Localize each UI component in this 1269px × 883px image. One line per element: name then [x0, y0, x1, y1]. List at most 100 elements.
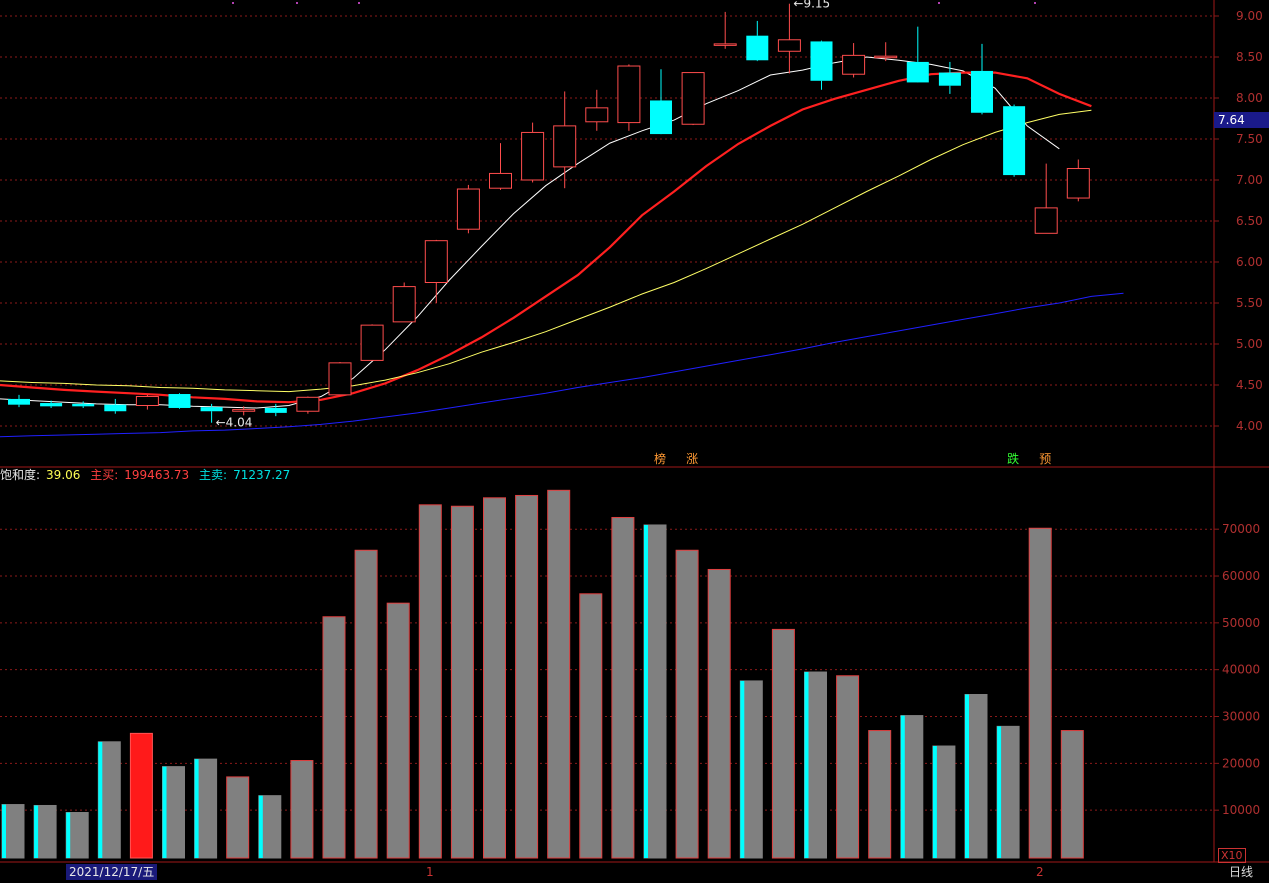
candle-body-down [971, 70, 993, 113]
event-marker[interactable]: 榜 [654, 452, 667, 466]
price-tick-label: 7.50 [1236, 132, 1263, 146]
volume-bar [1028, 527, 1052, 859]
price-annotation: ←9.15 [793, 0, 830, 11]
top-marker [1034, 2, 1036, 4]
candle-body-down [1003, 106, 1026, 176]
volume-tick-label: 60000 [1222, 569, 1260, 583]
candle-body-down [200, 407, 223, 412]
candle-body-up [489, 172, 512, 189]
event-marker[interactable]: 跌 [1007, 452, 1020, 466]
volume-bar-edge [932, 746, 937, 858]
volume-tick-label: 50000 [1222, 616, 1260, 630]
candle-body-up [456, 188, 480, 230]
event-marker[interactable]: 涨 [686, 452, 699, 466]
candle-body-up [1034, 207, 1058, 234]
price-tick-label: 7.00 [1236, 173, 1263, 187]
volume-bar [1060, 730, 1084, 859]
event-marker[interactable]: 预 [1039, 452, 1052, 466]
volume-bar [226, 776, 250, 859]
price-tick-label: 6.00 [1236, 255, 1263, 269]
candle-body-up [553, 125, 577, 168]
candle-body-down [650, 100, 672, 135]
volume-bar-edge [965, 694, 969, 858]
candle-body-down [906, 61, 929, 83]
volume-bar [611, 516, 635, 859]
volume-bar-edge [644, 524, 648, 858]
indicator-value-2: 199463.73 [124, 468, 190, 482]
volume-tick-label: 20000 [1222, 756, 1260, 770]
volume-bar [579, 593, 603, 859]
volume-bar-edge [2, 804, 6, 858]
indicator-label-2: 主买: [90, 468, 119, 482]
volume-bar [386, 602, 410, 859]
moving-average-ma_long [0, 292, 1124, 438]
period-selector[interactable]: 日线 [1228, 865, 1253, 879]
indicator-label-1: 饱和度: [0, 468, 41, 482]
candle-body-up [392, 286, 416, 323]
price-tick-label: 8.00 [1236, 91, 1263, 105]
candle-body-up [360, 324, 384, 361]
top-marker [232, 2, 234, 4]
candle-body-down [72, 403, 95, 407]
volume-bar-edge [66, 812, 71, 858]
volume-bar-edge [194, 759, 199, 858]
candle-body-up [617, 65, 641, 124]
volume-bar [290, 760, 314, 859]
volume-bar-edge [740, 680, 745, 858]
candle-body-down [40, 403, 63, 407]
candle-body-up [1066, 168, 1090, 199]
candle-body-down [938, 72, 961, 86]
month-tick-1: 1 [426, 865, 434, 879]
volume-bar-edge [900, 715, 905, 858]
volume-bar [515, 494, 539, 859]
top-marker [938, 2, 940, 4]
volume-tick-label: 70000 [1222, 522, 1260, 536]
candle-body-up [296, 396, 320, 412]
month-tick-2: 2 [1036, 865, 1044, 879]
candle-body-up [424, 240, 448, 283]
volume-bar [868, 730, 892, 859]
indicator-label-3: 主卖: [199, 468, 228, 482]
candle-body-up [842, 54, 866, 75]
candle-body-up [135, 395, 159, 407]
top-marker [358, 2, 360, 4]
volume-bar-edge [34, 805, 39, 858]
volume-bar [450, 505, 474, 859]
candle-body-down [746, 35, 769, 61]
volume-bar [675, 549, 699, 859]
indicator-legend: 饱和度: 39.06 主买: 199463.73 主卖: 71237.27 [0, 466, 296, 483]
candle-body-up [777, 39, 801, 52]
volume-tick-label: 40000 [1222, 663, 1260, 677]
candle-body-down [810, 41, 833, 81]
volume-bar [354, 549, 378, 859]
candle-body-up [681, 72, 705, 125]
candle-body-down [264, 407, 287, 413]
price-tick-label: 8.50 [1236, 50, 1263, 64]
candle-body-down [168, 394, 191, 408]
volume-bar [483, 497, 506, 859]
moving-average-ma_fast [0, 56, 1060, 409]
candle-body-up [232, 409, 256, 412]
price-tick-label: 5.00 [1236, 337, 1263, 351]
volume-multiplier: X10 [1218, 848, 1246, 863]
current-price-tag: 7.64 [1214, 112, 1269, 128]
volume-bar [771, 628, 795, 859]
moving-average-ma_mid [0, 71, 1092, 404]
volume-bar-edge [162, 766, 167, 858]
price-tick-label: 6.50 [1236, 214, 1263, 228]
price-tick-label: 4.00 [1236, 419, 1263, 433]
candle-body-down [104, 404, 127, 412]
indicator-value-1: 39.06 [46, 468, 81, 482]
volume-bar-highlight [129, 732, 153, 859]
price-tick-label: 5.50 [1236, 296, 1263, 310]
volume-bar [322, 616, 346, 859]
price-tick-label: 4.50 [1236, 378, 1263, 392]
volume-bar-edge [98, 741, 103, 858]
top-marker [296, 2, 298, 4]
volume-bar [707, 568, 731, 859]
volume-bar-edge [258, 795, 263, 858]
price-annotation: ←4.04 [216, 416, 253, 430]
candle-body-up [874, 55, 898, 59]
price-tick-label: 9.00 [1236, 9, 1263, 23]
